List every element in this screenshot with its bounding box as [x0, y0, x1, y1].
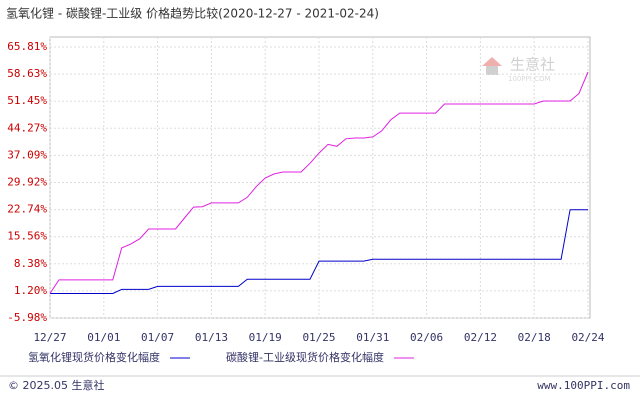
legend-label: 碳酸锂-工业级现货价格变化幅度 — [226, 350, 384, 364]
x-tick-label: 02/12 — [464, 331, 497, 344]
chart-title: 氢氧化锂 - 碳酸锂-工业级 价格趋势比较(2020-12-27 - 2021-… — [6, 6, 379, 21]
x-tick-label: 01/13 — [195, 331, 228, 344]
watermark-site: 100PPI.COM — [508, 75, 551, 83]
legend-label: 氢氧化锂现货价格变化幅度 — [28, 350, 160, 364]
series-line — [49, 71, 589, 294]
x-tick-label: 01/19 — [249, 331, 282, 344]
y-tick-label: 8.38% — [14, 257, 47, 270]
y-tick-label: 65.81% — [7, 40, 47, 53]
x-tick-label: 01/01 — [87, 331, 120, 344]
watermark-house — [486, 66, 498, 75]
y-tick-label: 37.09% — [7, 148, 47, 161]
y-tick-label: 29.92% — [7, 175, 47, 188]
watermark-name: 生意社 — [510, 56, 555, 74]
y-tick-label: -5.98% — [7, 311, 47, 324]
x-tick-label: 12/27 — [33, 331, 66, 344]
y-tick-label: 51.45% — [7, 94, 47, 107]
y-tick-label: 1.20% — [14, 284, 47, 297]
y-tick-label: 44.27% — [7, 121, 47, 134]
y-tick-label: 15.56% — [7, 230, 47, 243]
x-tick-label: 02/18 — [518, 331, 551, 344]
series-line — [50, 209, 588, 294]
watermark-roof — [482, 57, 502, 66]
x-tick-label: 02/24 — [571, 331, 604, 344]
y-tick-label: 58.63% — [7, 67, 47, 80]
footer-site: www.100PPI.com — [537, 379, 630, 392]
watermark: 生意社 100PPI.COM — [482, 56, 555, 83]
x-tick-label: 01/07 — [141, 331, 174, 344]
footer-copyright: © 2025.05 生意社 — [8, 378, 104, 392]
x-tick-label: 01/25 — [302, 331, 335, 344]
y-tick-label: 22.74% — [7, 203, 47, 216]
x-tick-label: 01/31 — [356, 331, 389, 344]
x-tick-label: 02/06 — [410, 331, 443, 344]
